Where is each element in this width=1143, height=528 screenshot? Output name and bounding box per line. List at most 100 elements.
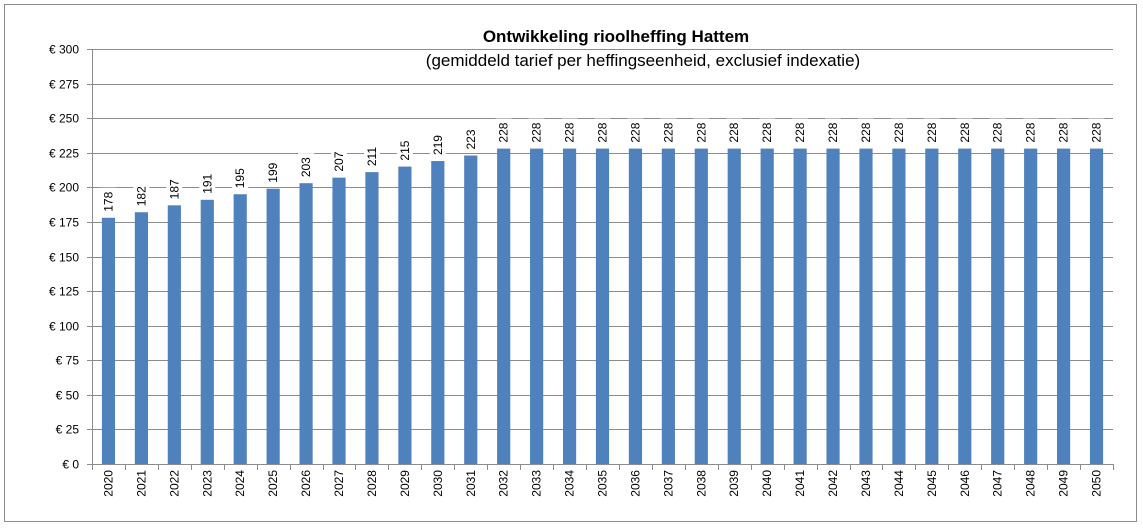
bar xyxy=(628,148,643,464)
y-tick-label: € 300 xyxy=(49,43,79,57)
data-label-background xyxy=(528,118,545,145)
bar xyxy=(101,217,116,464)
x-tick-label: 2022 xyxy=(167,470,181,497)
y-tick-label: € 25 xyxy=(56,423,80,437)
bars xyxy=(101,148,1104,465)
data-label-background xyxy=(298,153,315,180)
bar xyxy=(332,177,346,464)
x-tick-label: 2027 xyxy=(332,470,346,497)
bar xyxy=(266,188,280,464)
x-tick-label: 2041 xyxy=(793,470,807,497)
y-tick-label: € 0 xyxy=(62,458,79,472)
data-label-background xyxy=(133,182,150,209)
data-label: 207 xyxy=(332,151,346,171)
y-tick-label: € 225 xyxy=(49,147,79,161)
data-label: 228 xyxy=(826,122,840,142)
data-label-background xyxy=(396,136,413,163)
data-label-background xyxy=(199,169,216,196)
data-label-background xyxy=(594,118,611,145)
x-tick-label: 2033 xyxy=(530,470,544,497)
x-tick-label: 2038 xyxy=(694,470,708,497)
x-tick-label: 2043 xyxy=(859,470,873,497)
data-label: 182 xyxy=(134,186,148,206)
data-label: 215 xyxy=(398,140,412,160)
bar xyxy=(134,212,148,464)
data-label-background xyxy=(1088,118,1105,145)
y-tick-label: € 175 xyxy=(49,216,79,230)
data-label: 228 xyxy=(859,122,873,142)
data-label-background xyxy=(825,118,842,145)
y-tick-labels: € 0 € 25 € 50 € 75 € 100 € 125 € 150 € 175 € 200… xyxy=(49,43,79,472)
bar xyxy=(431,161,445,465)
x-tick-label: 2034 xyxy=(563,470,577,497)
x-tick-labels: 2020 2021 2022 2023 2024 2025 2026 2027 2028 2029… xyxy=(101,470,1103,497)
x-tick-label: 2045 xyxy=(925,470,939,497)
data-label: 211 xyxy=(365,147,379,166)
x-tick-label: 2048 xyxy=(1024,470,1038,497)
y-tick-label: € 200 xyxy=(49,181,79,195)
x-tick-label: 2021 xyxy=(134,470,148,497)
x-tick-label: 2035 xyxy=(596,470,610,497)
x-tick-label: 2050 xyxy=(1090,470,1104,497)
data-label: 203 xyxy=(299,157,313,177)
bar xyxy=(661,148,675,464)
x-tick-label: 2024 xyxy=(233,470,247,497)
data-label-background xyxy=(956,118,973,145)
data-label-background xyxy=(462,125,479,152)
bar xyxy=(167,205,181,465)
x-tick-label: 2031 xyxy=(464,470,478,497)
bar xyxy=(562,148,577,464)
data-label: 228 xyxy=(497,122,511,142)
bar xyxy=(958,148,972,464)
y-tick-label: € 50 xyxy=(56,389,80,403)
bar xyxy=(200,199,214,465)
y-tick-label: € 100 xyxy=(49,320,79,334)
data-label: 228 xyxy=(793,122,807,142)
x-tick-label: 2044 xyxy=(892,470,906,497)
bar xyxy=(826,148,840,464)
chart-title: Ontwikkeling rioolheffing Hattem xyxy=(483,27,749,46)
data-label-background xyxy=(100,187,117,214)
data-label: 228 xyxy=(991,122,1005,142)
y-tick-label: € 250 xyxy=(49,112,79,126)
x-tick-label: 2030 xyxy=(431,470,445,497)
bar xyxy=(1089,148,1104,464)
data-label-background xyxy=(363,142,380,169)
data-label-background xyxy=(232,164,249,191)
bar xyxy=(595,148,610,464)
data-label: 228 xyxy=(760,122,774,142)
data-label: 228 xyxy=(892,122,906,142)
bar xyxy=(233,194,247,464)
bar xyxy=(1057,148,1071,464)
bar xyxy=(464,155,478,464)
bar xyxy=(299,183,313,464)
x-tick-label: 2047 xyxy=(991,470,1005,497)
bar xyxy=(497,148,511,464)
x-tick-label: 2040 xyxy=(760,470,774,497)
data-label: 228 xyxy=(596,122,610,142)
x-tick-label: 2023 xyxy=(200,470,214,497)
data-label-background xyxy=(792,118,809,145)
bar xyxy=(793,148,807,464)
data-label: 228 xyxy=(1057,122,1071,142)
data-label-background xyxy=(1055,118,1072,145)
data-label-background xyxy=(857,118,874,145)
x-tick-label: 2049 xyxy=(1057,470,1071,497)
bar xyxy=(859,148,873,464)
data-label-background xyxy=(429,131,446,158)
data-label: 228 xyxy=(1090,122,1104,142)
x-tick-label: 2042 xyxy=(826,470,840,497)
data-label: 187 xyxy=(167,179,181,199)
data-label-background xyxy=(1022,118,1039,145)
data-label: 228 xyxy=(530,122,544,142)
data-label-background xyxy=(265,158,282,185)
data-label: 191 xyxy=(200,173,214,193)
data-label: 195 xyxy=(233,168,247,188)
data-label-background xyxy=(166,175,183,202)
data-label: 228 xyxy=(727,122,741,142)
bar xyxy=(760,148,774,464)
bar xyxy=(530,148,544,464)
data-label-background xyxy=(890,118,907,145)
y-tick-label: € 75 xyxy=(56,354,80,368)
